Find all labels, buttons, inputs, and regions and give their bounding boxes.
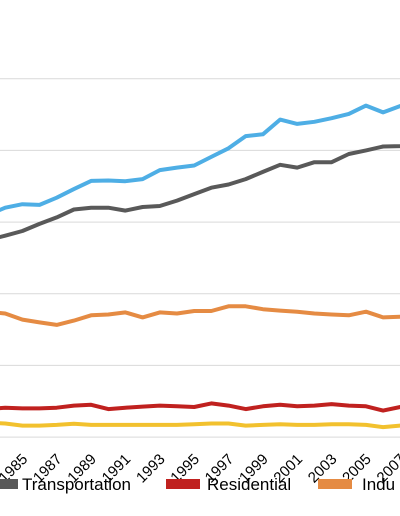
legend-label-residential: Residential: [207, 475, 291, 494]
series-line-industrial: [0, 304, 400, 327]
series-line-unlabeled-4: [0, 421, 400, 430]
legend-swatch-transportation: [0, 479, 18, 489]
gridlines: [0, 78, 400, 438]
series-line-transportation: [0, 144, 400, 240]
legend-label-transportation: Transportation: [22, 475, 131, 494]
legend-label-industrial: Indu: [362, 475, 395, 494]
series-lines: [0, 103, 400, 430]
series-line-unlabeled-0: [0, 103, 400, 213]
legend-item-residential: Residential: [166, 475, 291, 494]
x-tick-label: 1993: [133, 451, 169, 487]
legend-swatch-industrial: [318, 479, 352, 489]
legend-swatch-residential: [166, 479, 200, 489]
legend-item-transportation: Transportation: [0, 475, 131, 494]
legend: Transportation Residential Indu: [0, 475, 395, 494]
series-line-residential: [0, 401, 400, 413]
legend-item-industrial: Indu: [318, 475, 395, 494]
